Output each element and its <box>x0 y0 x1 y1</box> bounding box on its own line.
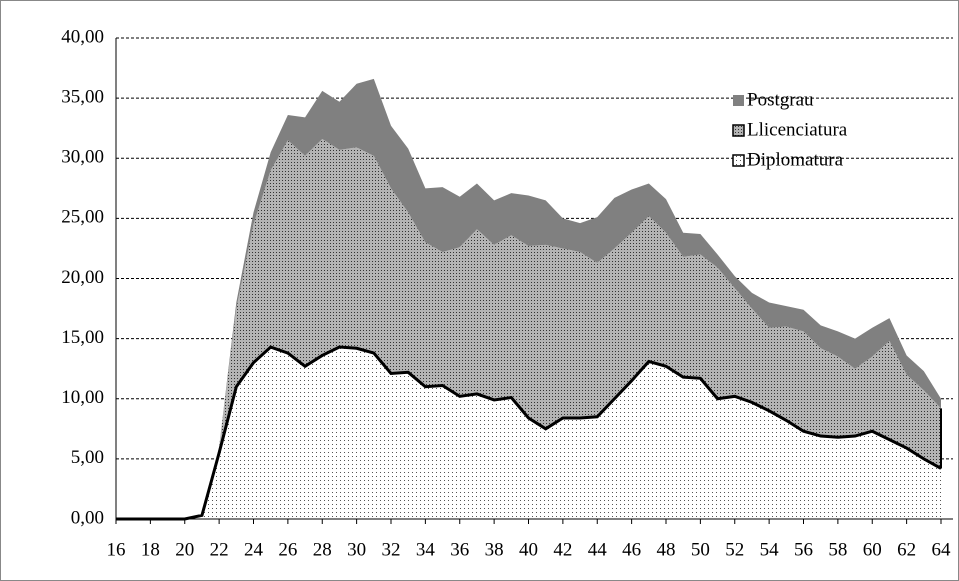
area <box>116 139 941 519</box>
y-tick-label: 5,00 <box>71 447 104 468</box>
legend-swatch <box>732 154 745 167</box>
x-tick-label: 36 <box>450 539 469 560</box>
x-tick-label: 34 <box>416 539 436 560</box>
x-tick-label: 16 <box>107 539 126 560</box>
y-tick-label: 0,00 <box>71 507 104 528</box>
legend-swatch <box>732 124 745 137</box>
x-tick-label: 48 <box>657 539 676 560</box>
y-tick-label: 20,00 <box>61 267 104 288</box>
x-tick-label: 46 <box>622 539 641 560</box>
x-tick-label: 50 <box>691 539 710 560</box>
x-tick-label: 54 <box>760 539 780 560</box>
x-tick-label: 58 <box>828 539 847 560</box>
x-tick-label: 42 <box>553 539 572 560</box>
x-tick-label: 26 <box>278 539 297 560</box>
x-tick-label: 38 <box>485 539 504 560</box>
legend-label: Postgrau <box>747 89 814 110</box>
x-tick-label: 62 <box>897 539 916 560</box>
x-tick-label: 60 <box>863 539 882 560</box>
legend-label: Diplomatura <box>747 149 844 170</box>
area-edge <box>116 345 942 521</box>
x-tick-label: 20 <box>175 539 194 560</box>
x-tick-label: 56 <box>794 539 813 560</box>
legend-swatch <box>733 95 744 106</box>
y-tick-label: 35,00 <box>61 86 104 107</box>
legend-label: Llicenciatura <box>747 119 848 140</box>
y-tick-label: 25,00 <box>61 207 104 228</box>
x-tick-label: 40 <box>519 539 538 560</box>
x-tick-label: 28 <box>313 539 332 560</box>
x-tick-label: 52 <box>725 539 744 560</box>
x-tick-label: 64 <box>932 539 952 560</box>
y-tick-label: 10,00 <box>61 387 104 408</box>
y-tick-label: 30,00 <box>61 147 104 168</box>
x-tick-label: 22 <box>210 539 229 560</box>
x-tick-label: 24 <box>244 539 264 560</box>
x-tick-label: 32 <box>382 539 401 560</box>
y-tick-label: 40,00 <box>61 26 104 47</box>
area <box>116 347 941 519</box>
x-tick-label: 18 <box>141 539 160 560</box>
y-tick-label: 15,00 <box>61 327 104 348</box>
legend: Postgrau Llicenciatura Diplomatura <box>732 89 848 170</box>
x-tick-label: 44 <box>588 539 608 560</box>
x-tick-label: 30 <box>347 539 366 560</box>
